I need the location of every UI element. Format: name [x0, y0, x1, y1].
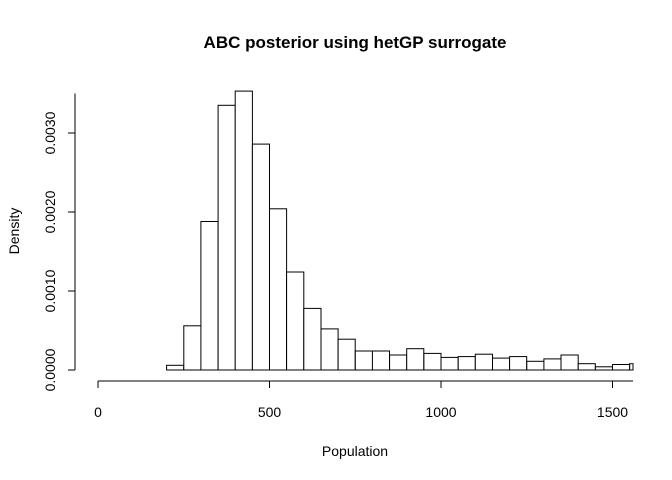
- histogram-bar: [371, 350, 390, 371]
- histogram-bar: [286, 271, 305, 371]
- histogram-bar: [423, 352, 442, 371]
- y-tick-label: 0.0000: [42, 348, 58, 391]
- histogram-bar: [612, 364, 631, 371]
- histogram-bar: [234, 90, 253, 371]
- histogram-bar: [526, 360, 545, 371]
- histogram-bar: [166, 364, 185, 371]
- histogram-bar: [269, 208, 288, 371]
- histogram-bar: [474, 353, 493, 371]
- histogram-bar: [200, 221, 219, 371]
- histogram-bar: [183, 325, 202, 371]
- histogram-bar: [457, 356, 476, 371]
- x-tick-label: 0: [94, 404, 102, 420]
- histogram-bar: [440, 356, 459, 371]
- y-axis-label: Density: [6, 208, 22, 255]
- chart-title: ABC posterior using hetGP surrogate: [204, 33, 507, 52]
- histogram-bar: [492, 357, 511, 371]
- x-axis-label: Population: [322, 443, 388, 459]
- histogram-bar: [577, 363, 596, 371]
- y-axis: 0.0000 0.0010 0.0020 0.0030: [42, 93, 76, 391]
- x-tick-label: 1500: [597, 404, 628, 420]
- histogram-bar: [354, 350, 373, 371]
- histogram-bar: [594, 366, 614, 371]
- y-tick-label: 0.0020: [42, 190, 58, 233]
- histogram-bar: [629, 363, 634, 371]
- x-axis: 0 500 1000 1500: [94, 380, 633, 420]
- histogram-bar: [337, 338, 356, 371]
- histogram-bar: [509, 356, 528, 371]
- histogram-bar: [251, 143, 270, 371]
- y-tick-label: 0.0010: [42, 269, 58, 312]
- histogram-bars: [166, 90, 634, 371]
- histogram-bar: [543, 358, 562, 371]
- x-tick-label: 500: [258, 404, 282, 420]
- histogram-bar: [406, 348, 425, 371]
- histogram-bar: [217, 104, 236, 371]
- histogram-bar: [560, 354, 579, 371]
- histogram-bar: [389, 354, 408, 371]
- histogram-bar: [303, 307, 322, 371]
- histogram-bar: [320, 328, 339, 371]
- y-tick-label: 0.0030: [42, 111, 58, 154]
- x-tick-label: 1000: [425, 404, 456, 420]
